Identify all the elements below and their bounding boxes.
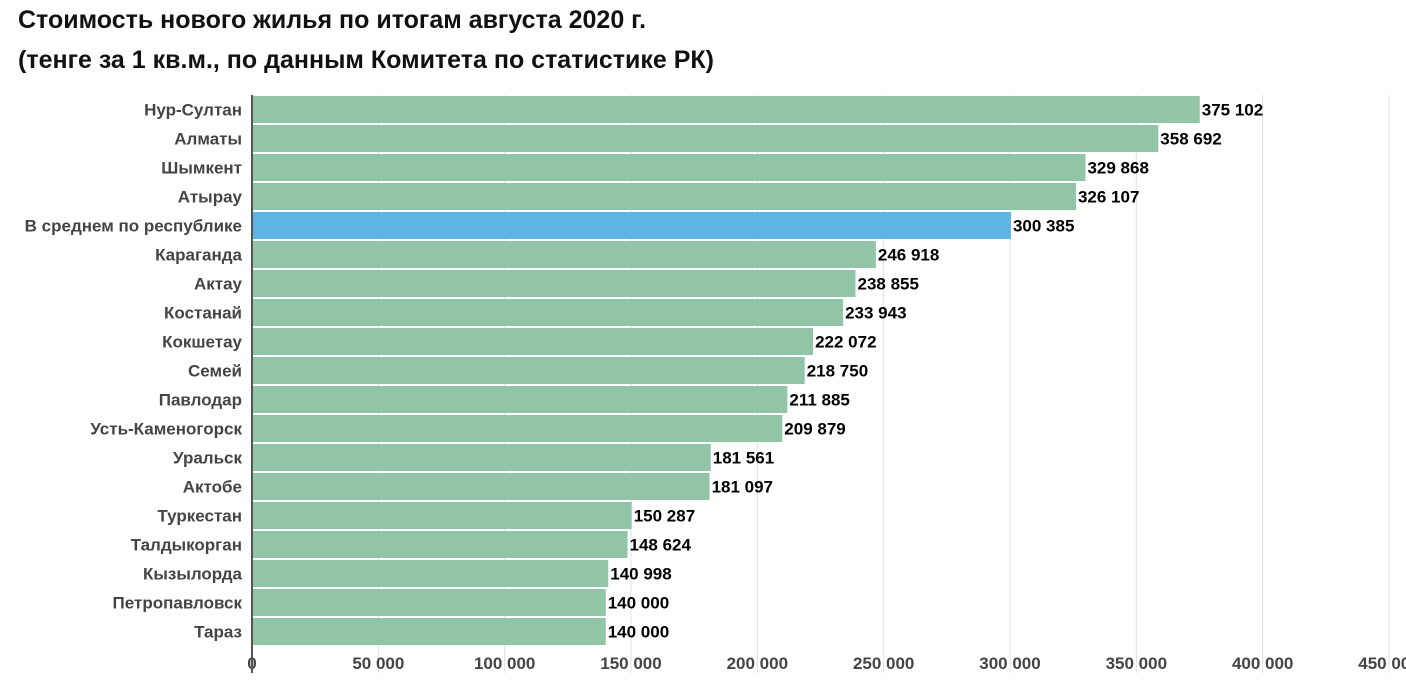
category-label: В среднем по республике [25, 217, 242, 236]
category-label: Алматы [174, 130, 242, 149]
x-tick-label: 400 000 [1232, 654, 1293, 673]
category-label: Усть-Каменогорск [90, 420, 242, 439]
category-label: Нур-Султан [144, 101, 242, 120]
bar-highlight [252, 212, 1011, 239]
bar [252, 357, 805, 384]
bar [252, 183, 1076, 210]
x-tick-label: 100 000 [474, 654, 535, 673]
value-label: 211 885 [789, 391, 850, 410]
value-label: 218 750 [807, 362, 868, 381]
value-label: 326 107 [1078, 188, 1139, 207]
x-tick-label: 450 000 [1358, 654, 1406, 673]
category-label: Талдыкорган [131, 536, 242, 555]
category-label: Семей [188, 362, 242, 381]
bar [252, 531, 628, 558]
x-tick-label: 150 000 [600, 654, 661, 673]
category-label: Туркестан [157, 507, 242, 526]
bar [252, 589, 606, 616]
bar [252, 270, 856, 297]
value-label: 209 879 [784, 420, 845, 439]
category-label: Тараз [194, 623, 242, 642]
value-label: 246 918 [878, 246, 939, 265]
bar [252, 386, 788, 413]
value-label: 375 102 [1202, 101, 1263, 120]
x-tick-label: 300 000 [979, 654, 1040, 673]
category-label: Уральск [173, 449, 242, 468]
bar [252, 502, 632, 529]
x-tick-label: 350 000 [1106, 654, 1167, 673]
category-label: Павлодар [159, 391, 242, 410]
bar [252, 154, 1086, 181]
category-label: Кызылорда [143, 565, 243, 584]
bar [252, 415, 783, 442]
bar [252, 299, 844, 326]
value-label: 233 943 [845, 304, 906, 323]
value-label: 300 385 [1013, 217, 1074, 236]
value-label: 140 998 [610, 565, 671, 584]
value-label: 329 868 [1087, 159, 1148, 178]
bar [252, 328, 814, 355]
bar [252, 96, 1200, 123]
category-label: Атырау [178, 188, 243, 207]
value-label: 140 000 [608, 623, 669, 642]
category-label: Актау [194, 275, 243, 294]
value-label: 181 561 [713, 449, 774, 468]
chart-subtitle: (тенге за 1 кв.м., по данным Комитета по… [18, 46, 714, 74]
category-label: Кокшетау [162, 333, 242, 352]
value-label: 358 692 [1160, 130, 1221, 149]
bar [252, 473, 710, 500]
category-label: Актобе [183, 478, 242, 497]
category-label: Костанай [164, 304, 242, 323]
value-label: 181 097 [712, 478, 773, 497]
category-label: Петропавловск [113, 594, 243, 613]
value-label: 148 624 [630, 536, 692, 555]
value-label: 222 072 [815, 333, 876, 352]
bar [252, 444, 711, 471]
value-label: 140 000 [608, 594, 669, 613]
x-tick-label: 250 000 [853, 654, 914, 673]
value-label: 238 855 [858, 275, 919, 294]
value-label: 150 287 [634, 507, 695, 526]
x-tick-label: 50 000 [352, 654, 404, 673]
bar [252, 125, 1159, 152]
bar [252, 618, 606, 645]
bar [252, 241, 876, 268]
bar [252, 560, 609, 587]
chart-title: Стоимость нового жилья по итогам августа… [18, 6, 647, 34]
x-tick-label: 200 000 [727, 654, 788, 673]
category-label: Шымкент [161, 159, 242, 178]
category-label: Караганда [155, 246, 242, 265]
